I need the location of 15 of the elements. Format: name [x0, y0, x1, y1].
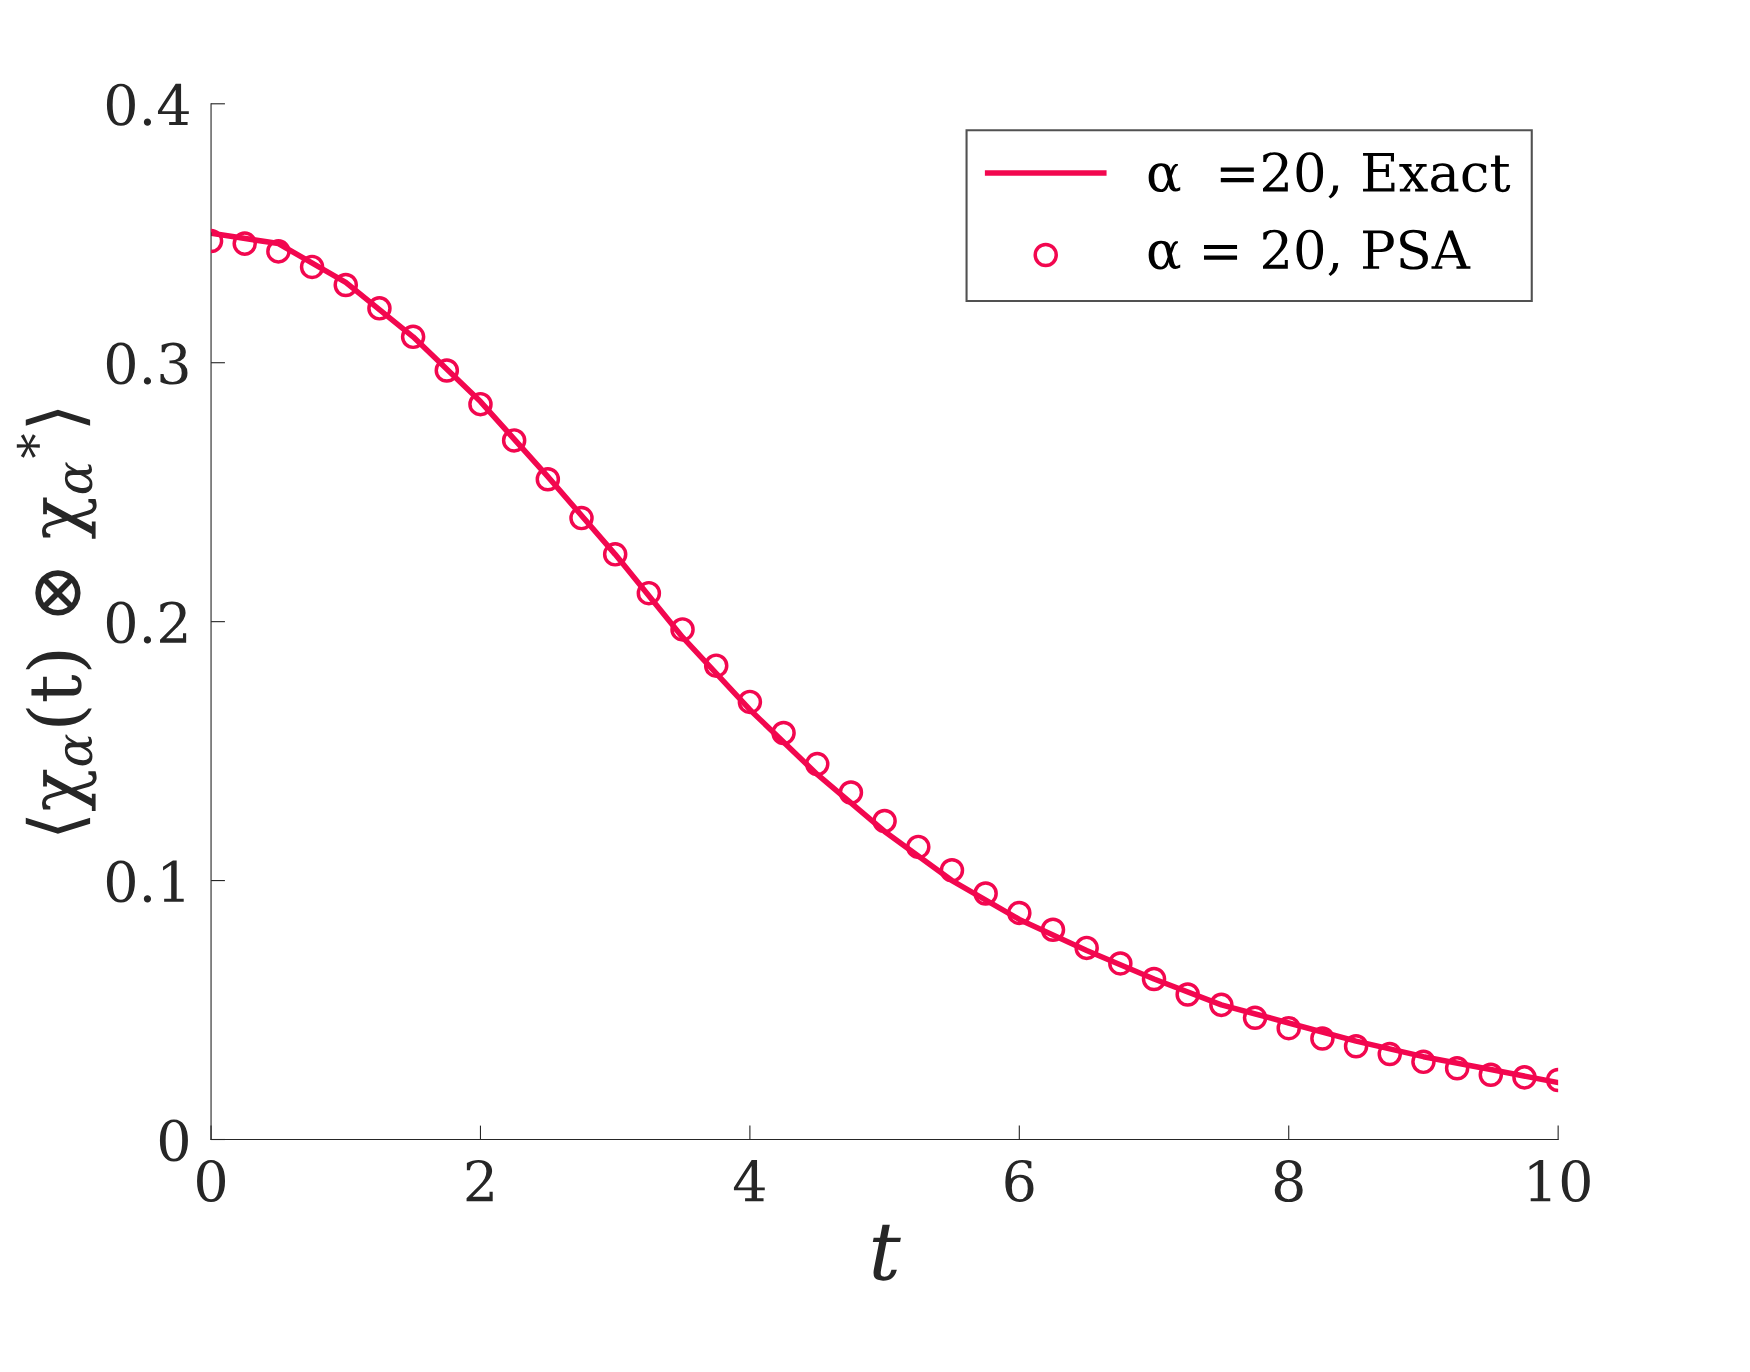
y-tick-label: 0.3: [106, 342, 188, 385]
x-axis-title: t: [872, 1224, 901, 1281]
x-tick-label: 6: [1005, 1159, 1034, 1202]
x-tick-label: 2: [466, 1159, 493, 1202]
y-axis-title: ⟨χ$_{α}$(t) ⊗ χ$_{α}$$^{*}$⟩: [16, 409, 97, 834]
x-tick-label: 10: [1529, 1159, 1590, 1202]
x-tick-label: 0: [197, 1159, 226, 1202]
y-tick-label: 0: [159, 1119, 188, 1162]
x-tick-label: 4: [733, 1159, 765, 1202]
legend-label: α = 20, PSA: [1148, 229, 1471, 277]
x-tick-label: 8: [1274, 1159, 1303, 1202]
y-tick-label: 0.4: [106, 83, 189, 126]
y-tick-label: 0.1: [106, 860, 184, 903]
y-tick-label: 0.2: [106, 601, 187, 644]
legend-label: α =20, Exact: [1148, 152, 1511, 199]
